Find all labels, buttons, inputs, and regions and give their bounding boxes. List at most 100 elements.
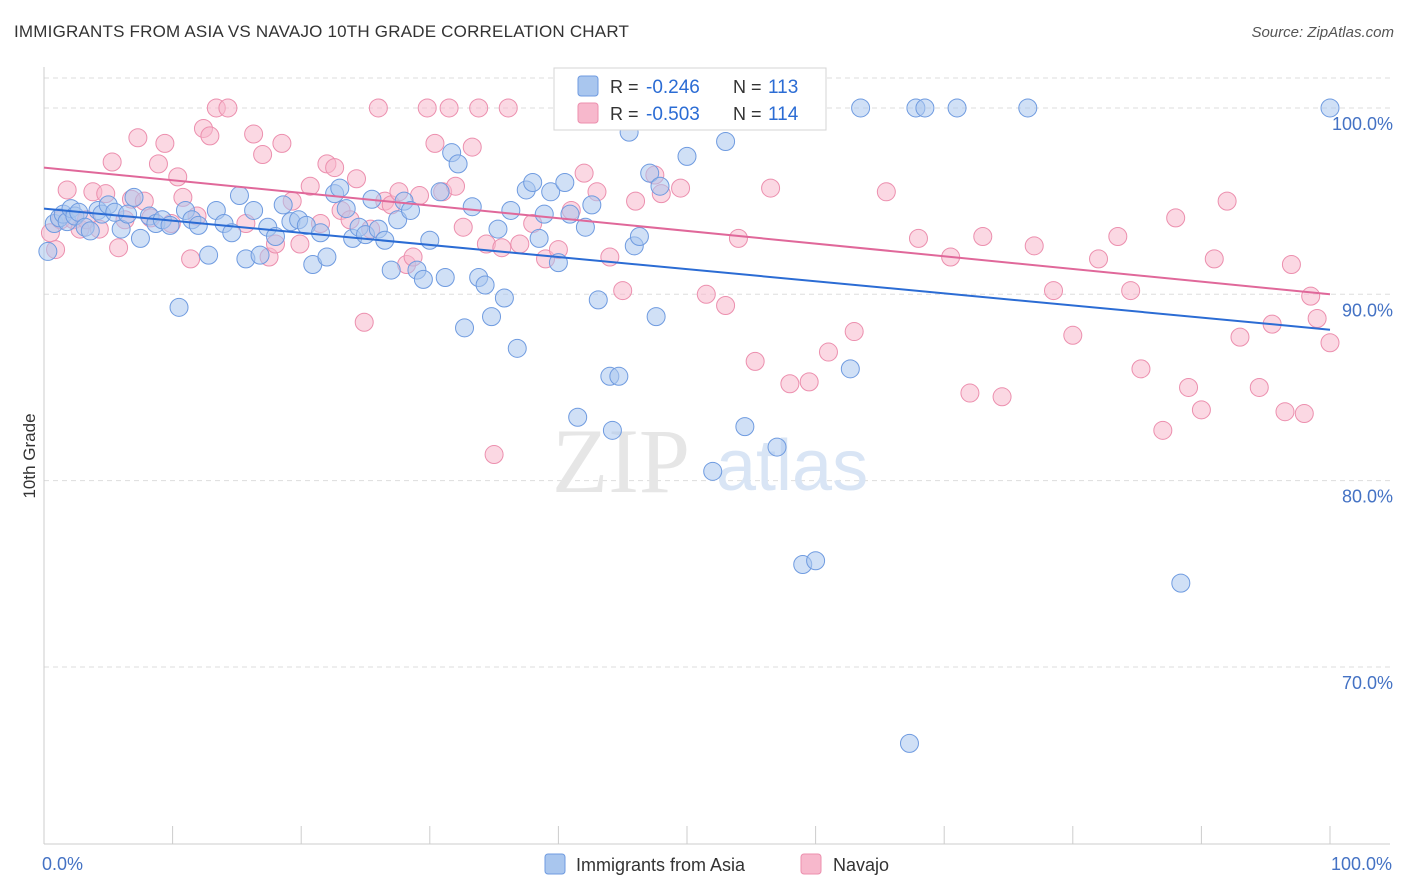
navajo-point-55 xyxy=(439,98,459,118)
navajo-point-35 xyxy=(290,234,310,254)
asia-point-105 xyxy=(915,98,935,118)
legend-box: R = -0.246 N = 113 R = -0.503 N = 114 xyxy=(553,67,827,131)
asia-point-26 xyxy=(199,245,219,265)
asia-point-60 xyxy=(435,268,455,288)
navajo-point-11 xyxy=(109,238,129,258)
asia-point-100 xyxy=(806,551,826,571)
asia-point-68 xyxy=(488,219,508,239)
asia-point-44 xyxy=(330,178,350,198)
navajo-point-104 xyxy=(1217,191,1237,211)
navajo-point-84 xyxy=(818,342,838,362)
asia-point-30 xyxy=(229,186,249,206)
asia-point-42 xyxy=(317,247,337,267)
asia-point-75 xyxy=(534,204,554,224)
asia-point-85 xyxy=(602,420,622,440)
navajo-point-39 xyxy=(325,158,345,178)
navajo-point-57 xyxy=(453,217,473,237)
asia-point-106 xyxy=(947,98,967,118)
asia-point-57 xyxy=(413,269,433,289)
asia-point-25 xyxy=(188,215,208,235)
navajo-point-20 xyxy=(168,167,188,187)
asia-point-29 xyxy=(222,223,242,243)
asia-point-89 xyxy=(629,227,649,247)
watermark: ZIP atlas xyxy=(552,410,868,512)
legend-r-label-blue: R = xyxy=(610,77,639,97)
asia-point-41 xyxy=(310,223,330,243)
navajo-point-18 xyxy=(155,133,175,153)
asia-point-97 xyxy=(735,417,755,437)
asia-point-82 xyxy=(582,195,602,215)
asia-point-95 xyxy=(716,131,736,151)
asia-point-64 xyxy=(462,197,482,217)
navajo-point-110 xyxy=(1294,404,1314,424)
navajo-point-109 xyxy=(1281,254,1301,274)
navajo-point-45 xyxy=(368,98,388,118)
navajo-point-105 xyxy=(1230,327,1250,347)
asia-point-22 xyxy=(169,297,189,317)
navajo-point-101 xyxy=(1179,377,1199,397)
series-immigrants-from-asia xyxy=(38,98,1340,753)
legend-r-value-pink: -0.503 xyxy=(646,104,700,125)
asia-point-80 xyxy=(568,407,588,427)
navajo-point-103 xyxy=(1204,249,1224,269)
asia-point-33 xyxy=(250,245,270,265)
navajo-point-62 xyxy=(492,238,512,258)
navajo-point-97 xyxy=(1121,281,1141,301)
asia-point-66 xyxy=(475,275,495,295)
bottom-legend-label-navajo: Navajo xyxy=(833,855,889,875)
asia-point-32 xyxy=(244,200,264,220)
navajo-point-42 xyxy=(346,169,366,189)
navajo-point-72 xyxy=(613,281,633,301)
navajo-point-3 xyxy=(57,180,77,200)
bottom-legend-label-asia: Immigrants from Asia xyxy=(576,855,746,875)
asia-point-76 xyxy=(541,182,561,202)
y-tick-label-80: 80.0% xyxy=(1342,487,1393,507)
legend-n-label-pink: N = xyxy=(733,104,762,124)
asia-point-0 xyxy=(38,241,58,261)
bottom-legend: Immigrants from Asia Navajo xyxy=(544,853,889,875)
navajo-point-96 xyxy=(1108,227,1128,247)
asia-point-73 xyxy=(523,172,543,192)
navajo-point-29 xyxy=(244,124,264,144)
chart-title: IMMIGRANTS FROM ASIA VS NAVAJO 10TH GRAD… xyxy=(14,22,630,41)
navajo-point-112 xyxy=(1307,309,1327,329)
navajo-point-98 xyxy=(1131,359,1151,379)
y-axis-label: 10th Grade xyxy=(20,413,39,498)
asia-point-86 xyxy=(609,366,629,386)
legend-frame xyxy=(553,67,827,131)
bottom-legend-swatch-asia xyxy=(544,853,566,875)
navajo-point-113 xyxy=(1320,333,1340,353)
asia-point-67 xyxy=(482,307,502,327)
navajo-point-27 xyxy=(218,98,238,118)
asia-point-15 xyxy=(118,204,138,224)
y-tick-label-90: 90.0% xyxy=(1342,300,1393,320)
asia-point-90 xyxy=(640,163,660,183)
asia-point-74 xyxy=(529,228,549,248)
navajo-point-30 xyxy=(253,145,273,165)
asia-point-81 xyxy=(575,217,595,237)
asia-point-58 xyxy=(420,230,440,250)
navajo-point-95 xyxy=(1089,249,1109,269)
navajo-point-14 xyxy=(128,128,148,148)
legend-r-value-blue: -0.246 xyxy=(646,77,700,98)
navajo-point-94 xyxy=(1063,325,1083,345)
asia-point-53 xyxy=(388,210,408,230)
navajo-point-85 xyxy=(844,322,864,342)
navajo-point-111 xyxy=(1301,286,1321,306)
asia-point-52 xyxy=(381,260,401,280)
navajo-point-22 xyxy=(181,249,201,269)
navajo-point-93 xyxy=(1044,281,1064,301)
navajo-point-69 xyxy=(574,163,594,183)
y-tick-labels: 70.0% 80.0% 90.0% 100.0% xyxy=(1332,114,1393,693)
asia-point-91 xyxy=(646,307,666,327)
navajo-point-86 xyxy=(876,182,896,202)
navajo-point-81 xyxy=(761,178,781,198)
chart-source: Source: ZipAtlas.com xyxy=(1251,24,1394,41)
navajo-point-73 xyxy=(626,191,646,211)
asia-point-36 xyxy=(273,195,293,215)
navajo-point-83 xyxy=(799,372,819,392)
axes xyxy=(43,67,1390,845)
asia-point-109 xyxy=(1320,98,1340,118)
navajo-point-108 xyxy=(1275,402,1295,422)
asia-point-71 xyxy=(507,338,527,358)
